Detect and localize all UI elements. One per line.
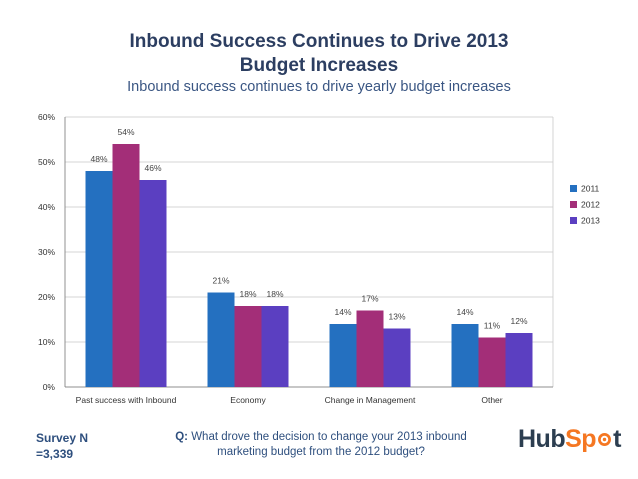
data-label: 13% bbox=[388, 312, 405, 322]
y-tick-label: 40% bbox=[38, 202, 55, 212]
chart-subtitle: Inbound success continues to drive yearl… bbox=[127, 79, 511, 95]
legend-label: 2012 bbox=[581, 200, 600, 210]
bar bbox=[261, 306, 289, 387]
y-tick-label: 60% bbox=[38, 112, 55, 122]
data-label: 17% bbox=[361, 294, 378, 304]
data-label: 12% bbox=[510, 316, 527, 326]
survey-value: =3,339 bbox=[36, 447, 74, 461]
bar bbox=[383, 328, 411, 387]
legend-label: 2013 bbox=[581, 216, 600, 226]
data-label: 21% bbox=[212, 276, 229, 286]
bar bbox=[329, 324, 357, 387]
bar bbox=[478, 337, 506, 387]
bar bbox=[505, 333, 533, 387]
y-tick-label: 0% bbox=[43, 382, 56, 392]
survey-label: Survey N bbox=[36, 431, 89, 445]
bar bbox=[207, 292, 235, 387]
x-tick-label: Change in Management bbox=[325, 395, 416, 405]
x-tick-label: Past success with Inbound bbox=[76, 395, 177, 405]
chart-title: Inbound Success Continues to Drive 2013 … bbox=[0, 30, 638, 78]
bar bbox=[356, 310, 384, 387]
data-label: 14% bbox=[334, 307, 351, 317]
data-label: 14% bbox=[456, 307, 473, 317]
legend-swatch bbox=[570, 217, 577, 224]
question-text: What drove the decision to change your 2… bbox=[191, 431, 467, 458]
data-label: 18% bbox=[266, 289, 283, 299]
data-label: 11% bbox=[484, 321, 501, 331]
bar bbox=[451, 324, 479, 387]
y-tick-label: 20% bbox=[38, 292, 55, 302]
legend-label: 2011 bbox=[581, 184, 600, 194]
x-tick-label: Other bbox=[481, 395, 502, 405]
data-label: 18% bbox=[239, 289, 256, 299]
sprocket-icon bbox=[598, 433, 612, 446]
bar bbox=[234, 306, 262, 387]
logo-text-b: Sp bbox=[565, 425, 597, 453]
legend-swatch bbox=[570, 185, 577, 192]
bar bbox=[139, 180, 167, 387]
logo-text-a: Hub bbox=[518, 425, 566, 453]
y-tick-label: 10% bbox=[38, 337, 55, 347]
logo-text-c: t bbox=[613, 425, 621, 453]
data-label: 46% bbox=[144, 163, 161, 173]
hubspot-logo: HubSp t bbox=[518, 425, 621, 454]
bar bbox=[85, 171, 113, 387]
y-tick-label: 50% bbox=[38, 157, 55, 167]
y-tick-label: 30% bbox=[38, 247, 55, 257]
chart-title-line1: Inbound Success Continues to Drive 2013 bbox=[129, 31, 509, 52]
survey-info: Survey N =3,339 bbox=[36, 430, 88, 462]
data-label: 54% bbox=[117, 127, 134, 137]
data-label: 48% bbox=[90, 154, 107, 164]
legend-swatch bbox=[570, 201, 577, 208]
chart-title-line2: Budget Increases bbox=[239, 55, 399, 76]
x-tick-label: Economy bbox=[230, 395, 266, 405]
survey-question: Q: What drove the decision to change you… bbox=[162, 430, 480, 460]
question-prefix: Q: bbox=[175, 431, 188, 443]
bar bbox=[112, 144, 140, 387]
